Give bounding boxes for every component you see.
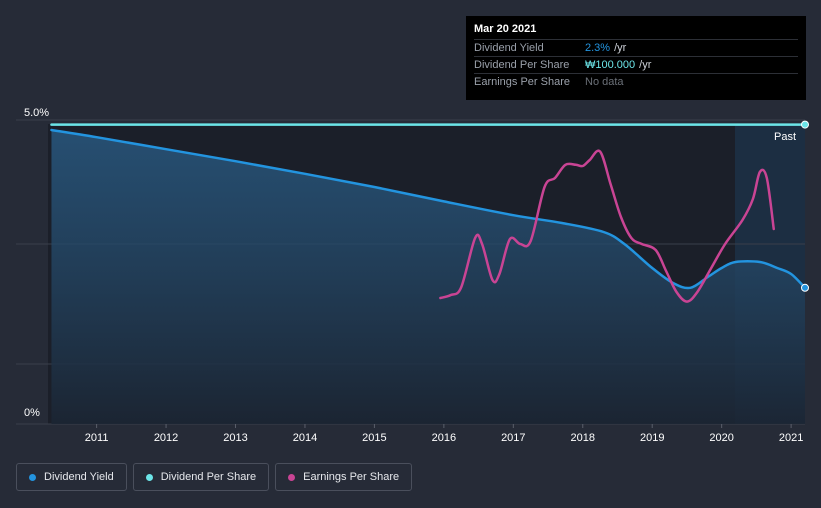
x-tick-label: 2016 bbox=[432, 432, 456, 444]
legend-label: Dividend Per Share bbox=[160, 471, 257, 483]
tooltip-label: Earnings Per Share bbox=[474, 76, 570, 88]
legend-item-dividend-per-share[interactable]: Dividend Per Share bbox=[132, 463, 270, 491]
x-tick-label: 2017 bbox=[501, 432, 525, 444]
tooltip-unit: /yr bbox=[614, 42, 627, 54]
y-axis-top-label: 5.0% bbox=[24, 107, 49, 119]
tooltip-unit: /yr bbox=[639, 59, 652, 71]
dividend-yield-line bbox=[50, 128, 807, 290]
tooltip-row-dividend-per-share: Dividend Per Share ₩100.000 /yr bbox=[474, 56, 798, 73]
x-axis-ticks: 2011 2012 2013 2014 2015 2016 2017 2018 2019 2020… bbox=[85, 424, 803, 444]
x-tick-label: 2012 bbox=[154, 432, 178, 444]
legend-dot-icon bbox=[29, 473, 36, 481]
dividend-yield-end-marker bbox=[801, 283, 809, 292]
x-tick-label: 2021 bbox=[779, 432, 803, 444]
x-tick-label: 2015 bbox=[362, 432, 386, 444]
tooltip-label: Dividend Yield bbox=[474, 42, 544, 54]
legend-item-earnings-per-share[interactable]: Earnings Per Share bbox=[275, 463, 413, 491]
series-lines bbox=[50, 120, 809, 303]
legend-label: Earnings Per Share bbox=[303, 471, 400, 483]
tooltip-label: Dividend Per Share bbox=[474, 59, 570, 71]
x-tick-label: 2020 bbox=[709, 432, 733, 444]
legend-item-dividend-yield[interactable]: Dividend Yield bbox=[16, 463, 127, 491]
x-tick-label: 2014 bbox=[293, 432, 317, 444]
tooltip-value: No data bbox=[585, 76, 624, 88]
tooltip-value: 2.3% bbox=[585, 42, 611, 54]
earnings-per-share-line bbox=[439, 149, 775, 303]
x-tick-label: 2011 bbox=[85, 432, 109, 444]
x-tick-label: 2018 bbox=[571, 432, 595, 444]
chart-legend: Dividend Yield Dividend Per Share Earnin… bbox=[16, 463, 413, 491]
x-tick-label: 2019 bbox=[640, 432, 664, 444]
tooltip-date: Mar 20 2021 bbox=[474, 23, 537, 35]
x-tick-label: 2013 bbox=[223, 432, 247, 444]
past-label: Past bbox=[774, 131, 796, 143]
tooltip-row-earnings-per-share: Earnings Per Share No data bbox=[474, 73, 798, 90]
legend-dot-icon bbox=[288, 473, 296, 481]
dividend-per-share-end-marker bbox=[801, 120, 809, 129]
legend-label: Dividend Yield bbox=[44, 471, 114, 483]
hover-tooltip: Mar 20 2021 Dividend Yield 2.3% /yr Divi… bbox=[466, 16, 806, 100]
tooltip-row-dividend-yield: Dividend Yield 2.3% /yr bbox=[474, 39, 798, 56]
dividend-yield-area bbox=[51, 130, 806, 424]
y-axis-bottom-label: 0% bbox=[24, 407, 40, 419]
tooltip-value: ₩100.000 bbox=[585, 59, 636, 71]
legend-dot-icon bbox=[145, 473, 153, 481]
